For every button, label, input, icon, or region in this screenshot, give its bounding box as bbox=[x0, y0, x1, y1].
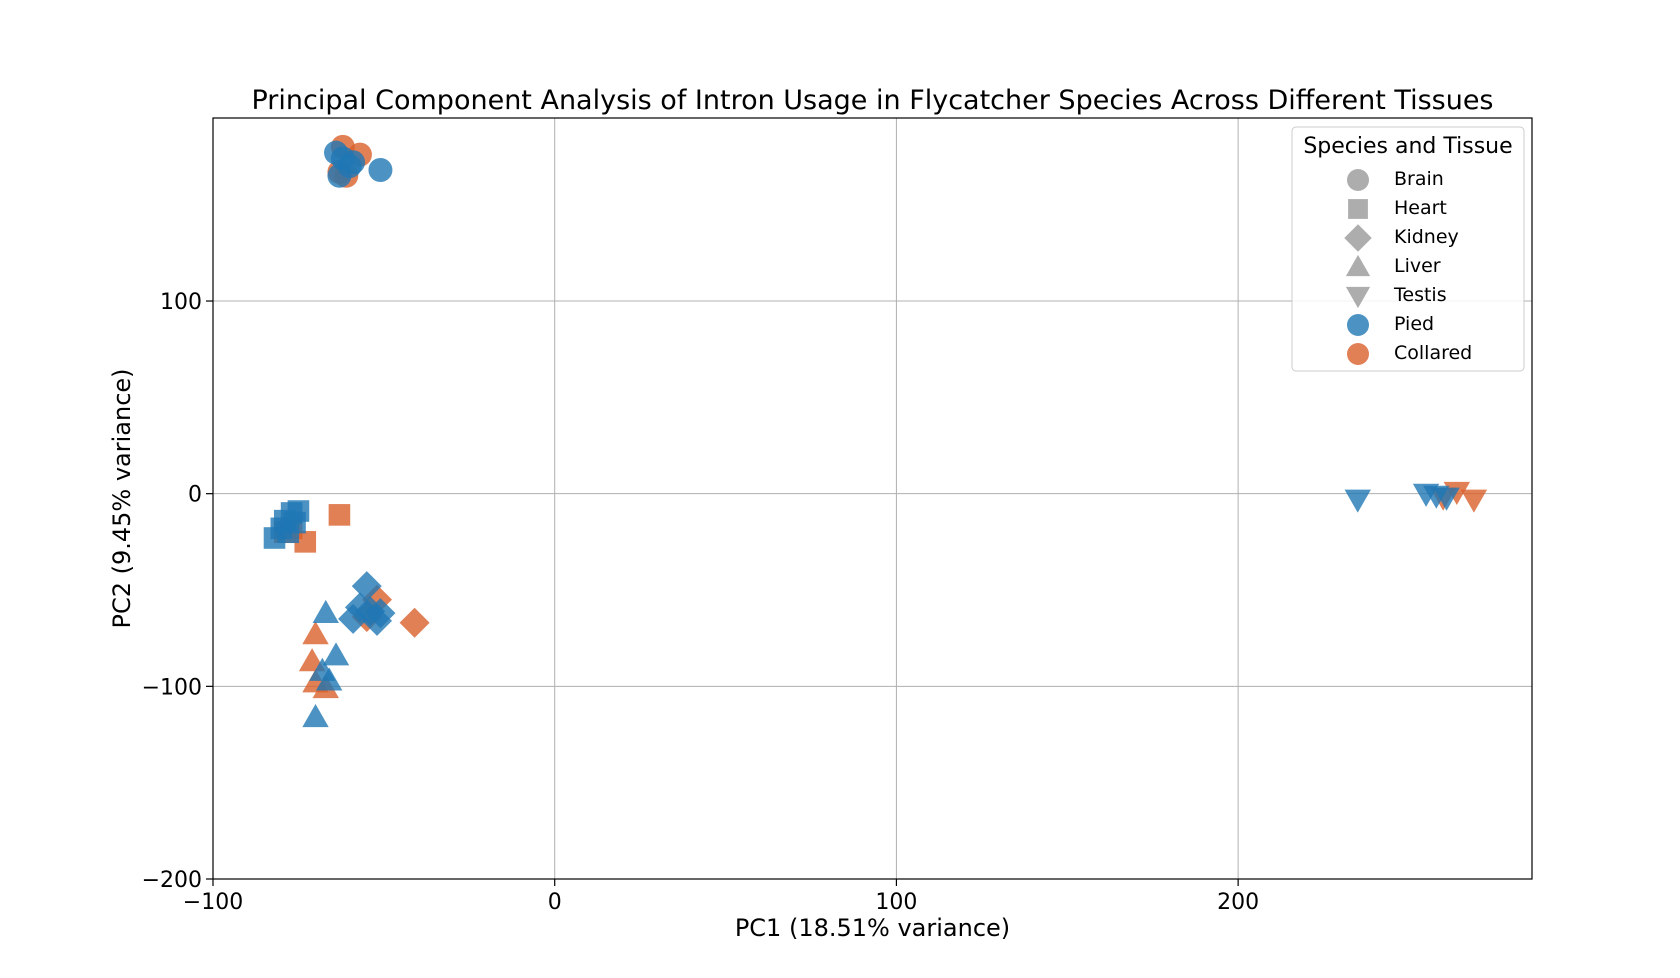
legend-marker-liver bbox=[1345, 254, 1371, 277]
point-pied-brain bbox=[327, 163, 352, 188]
data-points bbox=[263, 134, 1488, 728]
legend-label-pied: Pied bbox=[1394, 313, 1434, 335]
y-axis-label: PC2 (9.45% variance) bbox=[108, 368, 136, 628]
legend-marker-kidney bbox=[1344, 224, 1372, 252]
legend: Species and Tissue Brain Heart Kidney Liver… bbox=[1291, 126, 1525, 372]
point-collared-testis bbox=[1443, 481, 1471, 505]
x-tick-label: 200 bbox=[1217, 890, 1259, 915]
point-pied-heart bbox=[287, 500, 310, 522]
point-collared-kidney bbox=[399, 607, 430, 638]
legend-label-brain: Brain bbox=[1394, 168, 1444, 190]
point-pied-liver bbox=[302, 703, 329, 728]
point-pied-testis bbox=[1433, 487, 1460, 511]
legend-marker-pied bbox=[1347, 314, 1369, 336]
point-pied-liver bbox=[312, 599, 339, 624]
legend-marker-brain bbox=[1347, 169, 1369, 191]
point-pied-liver bbox=[322, 642, 350, 666]
point-pied-brain bbox=[368, 158, 393, 183]
x-tick-label: 0 bbox=[548, 890, 562, 915]
x-axis-label: PC1 (18.51% variance) bbox=[735, 914, 1010, 942]
legend-label-liver: Liver bbox=[1394, 255, 1441, 277]
legend-box bbox=[1291, 126, 1525, 372]
legend-marker-collared bbox=[1347, 343, 1369, 365]
point-pied-kidney bbox=[365, 598, 396, 629]
point-collared-liver bbox=[302, 621, 329, 645]
y-tick-label: −200 bbox=[142, 868, 202, 893]
legend-marker-testis bbox=[1345, 286, 1371, 309]
legend-label-kidney: Kidney bbox=[1394, 226, 1459, 248]
x-tick-label: 100 bbox=[875, 890, 917, 915]
legend-items: Brain Heart Kidney Liver Testis Pied Collared bbox=[1344, 168, 1472, 365]
y-tick-label: 0 bbox=[188, 483, 202, 508]
y-tick-label: −100 bbox=[142, 675, 202, 700]
chart-title: Principal Component Analysis of Intron U… bbox=[252, 85, 1494, 116]
point-collared-heart bbox=[328, 504, 351, 526]
point-pied-testis bbox=[1344, 489, 1371, 513]
plot-area-frame bbox=[212, 117, 1533, 880]
legend-marker-heart bbox=[1348, 199, 1368, 219]
point-pied-heart bbox=[277, 521, 299, 544]
legend-title: Species and Tissue bbox=[1303, 134, 1512, 159]
point-pied-liver bbox=[315, 667, 343, 691]
point-collared-testis bbox=[1460, 489, 1488, 513]
legend-label-testis: Testis bbox=[1393, 284, 1447, 306]
legend-label-collared: Collared bbox=[1394, 342, 1472, 364]
y-tick-label: 100 bbox=[160, 290, 202, 315]
legend-label-heart: Heart bbox=[1394, 197, 1447, 219]
x-tick-label: −100 bbox=[183, 890, 243, 915]
